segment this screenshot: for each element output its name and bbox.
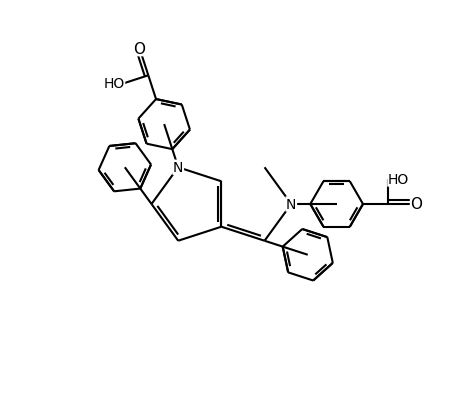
Text: HO: HO (388, 173, 409, 187)
Text: O: O (411, 197, 423, 212)
Text: HO: HO (103, 77, 125, 91)
Text: O: O (133, 41, 146, 56)
Text: N: N (286, 198, 297, 211)
Text: N: N (173, 161, 183, 175)
